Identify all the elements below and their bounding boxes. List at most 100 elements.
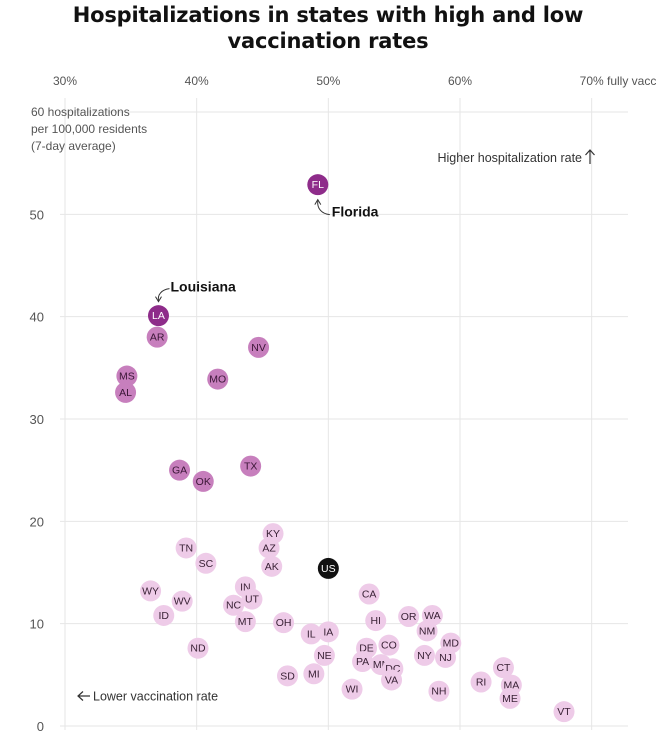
point-marker-wi [341, 678, 363, 700]
point-marker-az [258, 537, 280, 559]
point-ne: NE [313, 644, 335, 666]
point-label-hi: HI [370, 615, 381, 627]
y-axis-label-line-2: per 100,000 residents [31, 122, 147, 136]
point-marker-ms [116, 365, 138, 387]
point-marker-ok [192, 470, 214, 492]
point-marker-mt [234, 611, 256, 633]
point-marker-mo [207, 368, 229, 390]
louisiana-pointer-arrowhead [155, 296, 162, 303]
point-ri: RI [470, 671, 492, 693]
point-fl: FL [307, 174, 329, 196]
point-marker-ut [241, 588, 263, 610]
point-marker-nv [248, 336, 270, 358]
point-label-sd: SD [280, 670, 295, 682]
y-tick-label-50: 50 [30, 207, 44, 222]
point-marker-nj [435, 646, 457, 668]
point-marker-nh [428, 680, 450, 702]
y-tick-label-0: 0 [37, 719, 44, 734]
y-axis-label-line-3: (7-day average) [31, 139, 116, 153]
point-ok: OK [192, 470, 214, 492]
point-marker-mi [303, 663, 325, 685]
point-label-nj: NJ [439, 652, 452, 664]
x-tick-label-50: 50% [316, 74, 340, 88]
point-or: OR [398, 606, 420, 628]
point-mo: MO [207, 368, 229, 390]
point-label-oh: OH [276, 617, 292, 629]
chart-title-line-1: Hospitalizations in states with high and… [72, 3, 584, 27]
point-label-nc: NC [226, 600, 242, 612]
point-al: AL [115, 381, 137, 403]
point-va: VA [381, 669, 403, 691]
y-axis-ticks: 0 10 20 30 40 50 [30, 207, 44, 734]
point-marker-sd [277, 665, 299, 687]
point-marker-hi [365, 610, 387, 632]
point-ct: CT [492, 657, 514, 679]
point-nc: NC [223, 594, 245, 616]
point-marker-fl [307, 174, 329, 196]
data-points: FL LA AR NV MS MO AL GA TX OK KY AZ TN SC AK US IN WY CA UT… [115, 174, 575, 723]
point-ga: GA [169, 459, 191, 481]
point-label-wi: WI [346, 684, 359, 696]
y-tick-label-40: 40 [30, 310, 44, 325]
point-label-az: AZ [262, 542, 276, 554]
point-label-ms: MS [119, 371, 135, 383]
point-marker-wy [140, 580, 162, 602]
y-tick-label-30: 30 [30, 412, 44, 427]
left-arrow-icon [77, 691, 90, 701]
grid-lines [60, 98, 628, 730]
florida-pointer-arrowhead [314, 198, 322, 205]
point-label-ut: UT [245, 594, 260, 606]
up-arrow-icon [585, 149, 595, 164]
x-tick-label-30: 30% [53, 74, 77, 88]
point-label-wa: WA [424, 610, 441, 622]
point-label-vt: VT [557, 706, 571, 718]
louisiana-pointer-line [157, 288, 170, 301]
point-marker-wv [171, 590, 193, 612]
point-label-me: ME [502, 693, 518, 705]
point-marker-sc [195, 552, 217, 574]
point-marker-ny [413, 644, 435, 666]
point-marker-ne [313, 644, 335, 666]
point-label-tn: TN [179, 542, 193, 554]
point-marker-tn [175, 537, 197, 559]
point-ak: AK [261, 555, 283, 577]
point-label-ok: OK [196, 476, 211, 488]
point-label-ky: KY [266, 528, 280, 540]
point-label-nd: ND [190, 643, 206, 655]
point-ca: CA [358, 583, 380, 605]
point-marker-al [115, 381, 137, 403]
point-label-ca: CA [362, 588, 377, 600]
point-ny: NY [413, 644, 435, 666]
y-axis-label-line-1: 60 hospitalizations [31, 105, 130, 119]
florida-annotation: Florida [332, 204, 379, 220]
point-nj: NJ [435, 646, 457, 668]
point-sc: SC [195, 552, 217, 574]
y-axis-label: 60 hospitalizations per 100,000 residents… [31, 105, 147, 153]
point-label-nv: NV [251, 342, 266, 354]
point-marker-oh [273, 612, 295, 634]
point-marker-pa [352, 651, 374, 673]
point-id: ID [153, 604, 175, 626]
point-label-md: MD [443, 638, 460, 650]
point-me: ME [499, 687, 521, 709]
point-label-co: CO [381, 640, 397, 652]
point-marker-id [153, 604, 175, 626]
louisiana-annotation: Louisiana [170, 279, 236, 295]
point-marker-nm [416, 620, 438, 642]
point-marker-ia [317, 621, 339, 643]
point-label-tx: TX [244, 461, 257, 473]
axis-notes: Higher hospitalization rate Lower vaccina… [77, 149, 595, 704]
point-hi: HI [365, 610, 387, 632]
point-label-al: AL [119, 387, 132, 399]
point-label-ct: CT [496, 662, 511, 674]
point-nv: NV [248, 336, 270, 358]
point-label-fl: FL [312, 179, 324, 191]
point-wy: WY [140, 580, 162, 602]
point-label-mi: MI [308, 668, 320, 680]
point-az: AZ [258, 537, 280, 559]
y-tick-label-10: 10 [30, 617, 44, 632]
point-marker-ri [470, 671, 492, 693]
point-nh: NH [428, 680, 450, 702]
point-ia: IA [317, 621, 339, 643]
